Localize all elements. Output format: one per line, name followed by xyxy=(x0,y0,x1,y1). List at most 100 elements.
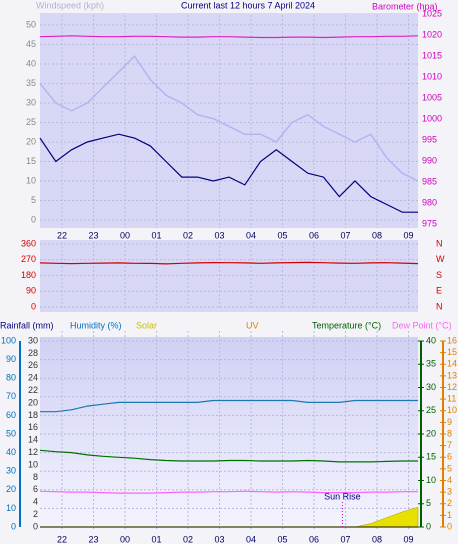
y2-tick-label: 20 xyxy=(28,397,38,407)
y2-tick-label: N xyxy=(436,301,443,311)
y2-tick-label: 1005 xyxy=(422,92,442,102)
y4-tick-label: 15 xyxy=(447,347,457,357)
y-tick-label: 30 xyxy=(6,466,16,476)
line xyxy=(39,133,418,213)
x-tick-label: 22 xyxy=(57,230,67,240)
line xyxy=(39,55,419,182)
x-tick-label: 04 xyxy=(246,534,256,544)
y2-tick-label: 22 xyxy=(28,385,38,395)
y3-tick-label: 40 xyxy=(426,335,436,345)
line xyxy=(39,35,419,39)
x-tick-label: 04 xyxy=(246,230,256,240)
x-tick-label: 23 xyxy=(89,534,99,544)
x-tick-label: 00 xyxy=(120,230,130,240)
y2-tick-label: W xyxy=(436,254,445,264)
x-tick-label: 08 xyxy=(372,230,382,240)
y3-tick-label: 25 xyxy=(426,405,436,415)
x-tick-label: 06 xyxy=(309,230,319,240)
y3-tick-label: 30 xyxy=(426,382,436,392)
y-tick-label: 35 xyxy=(26,78,36,88)
y2-tick-label: 14 xyxy=(28,435,38,445)
x-tick-label: 09 xyxy=(404,534,414,544)
x-tick-label: 02 xyxy=(183,230,193,240)
x-tick-label: 03 xyxy=(215,534,225,544)
y2-axis-title: Barometer (hpa) xyxy=(372,1,438,11)
y-tick-label: 0 xyxy=(31,214,36,224)
y4-tick-label: 9 xyxy=(447,417,452,427)
y2-tick-label: 1025 xyxy=(422,8,442,18)
y4-tick-label: 14 xyxy=(447,359,457,369)
y-tick-label: 60 xyxy=(6,410,16,420)
annotation: Sun Rise xyxy=(324,491,361,501)
y-tick-label: 15 xyxy=(26,156,36,166)
y3-tick-label: 0 xyxy=(426,521,431,531)
line xyxy=(39,449,418,463)
axis-title: Temperature (°C) xyxy=(312,320,381,330)
y-tick-label: 20 xyxy=(26,136,36,146)
y2-tick-label: 18 xyxy=(28,410,38,420)
axis-title: Solar xyxy=(136,320,157,330)
x-tick-label: 22 xyxy=(57,534,67,544)
y-tick-label: 80 xyxy=(6,373,16,383)
y2-tick-label: 4 xyxy=(33,497,38,507)
y-tick-label: 20 xyxy=(6,484,16,494)
y4-tick-label: 13 xyxy=(447,370,457,380)
line xyxy=(39,261,419,265)
y2-tick-label: S xyxy=(436,270,442,280)
y4-tick-label: 10 xyxy=(447,405,457,415)
y4-tick-label: 3 xyxy=(447,487,452,497)
x-tick-label: 00 xyxy=(120,534,130,544)
y-tick-label: 10 xyxy=(26,175,36,185)
y2-tick-label: 990 xyxy=(422,155,437,165)
y2-tick-label: 1020 xyxy=(422,29,442,39)
y2-tick-label: 980 xyxy=(422,197,437,207)
line xyxy=(40,399,418,413)
y4-tick-label: 8 xyxy=(447,428,452,438)
y4-tick-label: 4 xyxy=(447,475,452,485)
x-tick-label: 07 xyxy=(341,534,351,544)
y-tick-label: 180 xyxy=(21,270,36,280)
y3-tick-label: 10 xyxy=(426,475,436,485)
y-tick-label: 360 xyxy=(21,238,36,248)
y2-tick-label: 8 xyxy=(33,472,38,482)
x-tick-label: 05 xyxy=(278,534,288,544)
y-tick-label: 100 xyxy=(1,335,16,345)
y2-tick-label: 2 xyxy=(33,509,38,519)
y2-tick-label: 24 xyxy=(28,373,38,383)
y-tick-label: 45 xyxy=(26,39,36,49)
y4-tick-label: 5 xyxy=(447,463,452,473)
y-tick-label: 5 xyxy=(31,195,36,205)
y-tick-label: 25 xyxy=(26,117,36,127)
y-tick-label: 50 xyxy=(26,19,36,29)
y2-tick-label: 10 xyxy=(28,459,38,469)
y-tick-label: 90 xyxy=(6,354,16,364)
axis-title: Dew Point (°C) xyxy=(392,320,452,330)
y2-tick-label: 30 xyxy=(28,335,38,345)
y-tick-label: 90 xyxy=(26,286,36,296)
y2-tick-label: 16 xyxy=(28,422,38,432)
y2-tick-label: 1015 xyxy=(422,50,442,60)
y4-tick-label: 1 xyxy=(447,510,452,520)
y2-tick-label: 1000 xyxy=(422,113,442,123)
y2-tick-label: 975 xyxy=(422,218,437,228)
y3-tick-label: 15 xyxy=(426,452,436,462)
x-tick-label: 08 xyxy=(372,534,382,544)
y2-tick-label: 12 xyxy=(28,447,38,457)
y-axis-title: Windspeed (kph) xyxy=(36,0,104,10)
y2-tick-label: 28 xyxy=(28,348,38,358)
axis-title: UV xyxy=(246,320,259,330)
line xyxy=(39,490,418,494)
y2-tick-label: 26 xyxy=(28,360,38,370)
x-tick-label: 03 xyxy=(215,230,225,240)
y-tick-label: 30 xyxy=(26,97,36,107)
x-tick-label: 02 xyxy=(183,534,193,544)
y-tick-label: 270 xyxy=(21,254,36,264)
y4-tick-label: 16 xyxy=(447,335,457,345)
y2-tick-label: 995 xyxy=(422,134,437,144)
y2-tick-label: N xyxy=(436,238,443,248)
x-tick-label: 01 xyxy=(152,534,162,544)
axis-title: Humidity (%) xyxy=(70,320,122,330)
y-tick-label: 50 xyxy=(6,428,16,438)
x-tick-label: 05 xyxy=(278,230,288,240)
